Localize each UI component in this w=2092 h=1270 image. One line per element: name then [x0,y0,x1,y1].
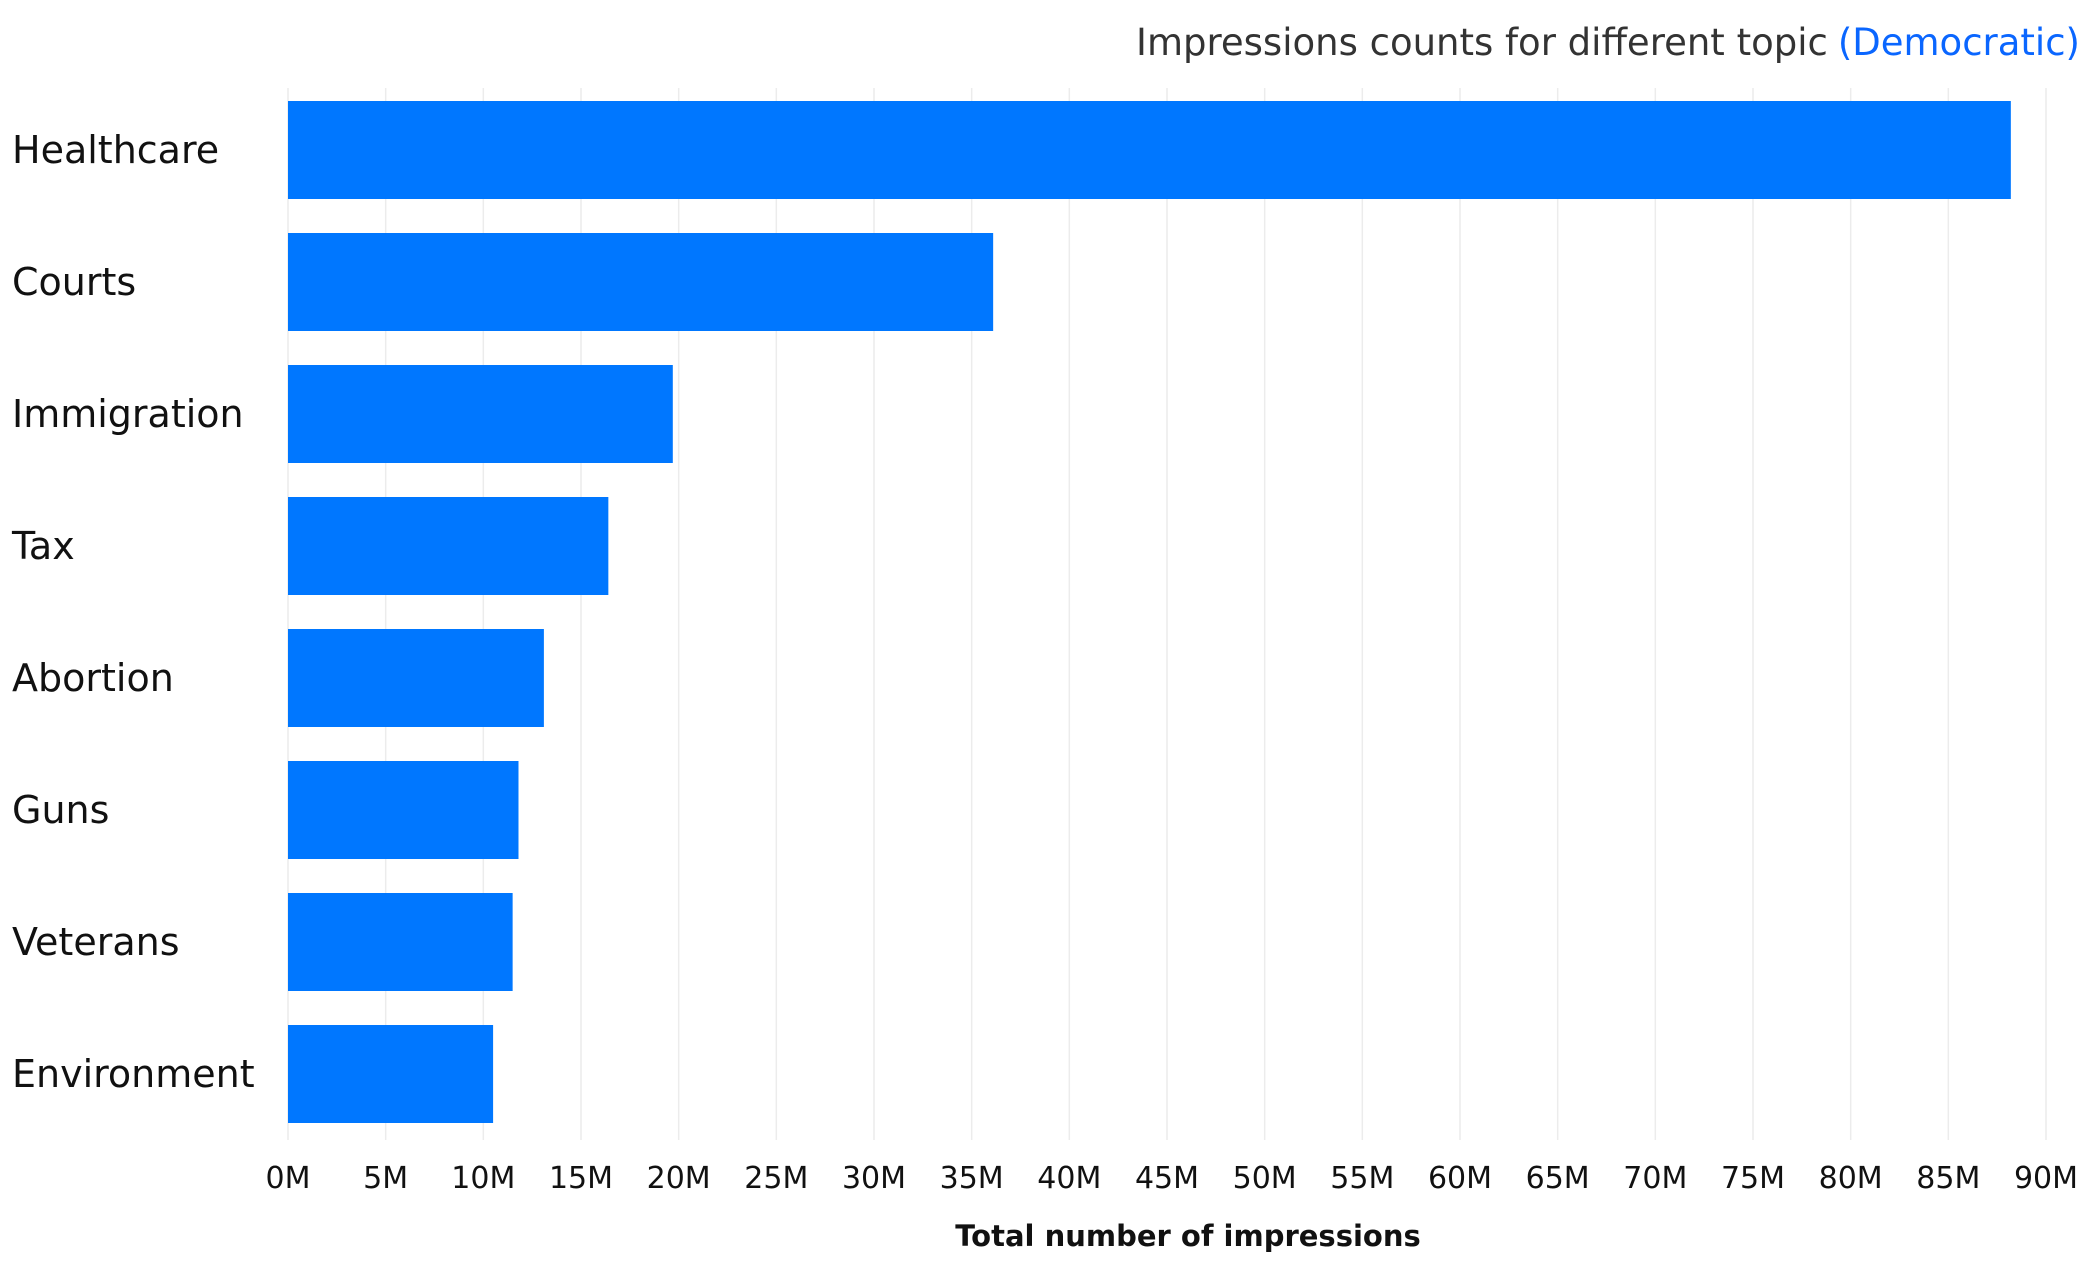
x-tick-label: 55M [1330,1161,1394,1196]
category-label-healthcare: Healthcare [12,128,219,172]
category-label-courts: Courts [12,260,136,304]
category-label-veterans: Veterans [12,920,180,964]
x-tick-label: 70M [1623,1161,1687,1196]
x-tick-label: 80M [1819,1161,1883,1196]
x-tick-label: 45M [1135,1161,1199,1196]
category-label-immigration: Immigration [12,392,244,436]
x-tick-label: 30M [842,1161,906,1196]
bar-healthcare [288,101,2011,199]
x-tick-label: 85M [1916,1161,1980,1196]
x-tick-label: 10M [451,1161,515,1196]
category-label-guns: Guns [12,788,109,832]
bar-environment [288,1025,494,1123]
x-tick-label: 0M [266,1161,311,1196]
category-label-environment: Environment [12,1052,255,1096]
x-tick-label: 90M [2014,1161,2078,1196]
x-tick-label: 35M [940,1161,1004,1196]
category-label-tax: Tax [11,524,75,568]
x-tick-label: 40M [1037,1161,1101,1196]
chart-title-main: Impressions counts for different topic [1136,21,1828,64]
x-tick-label: 50M [1233,1161,1297,1196]
bars [288,101,2011,1123]
bar-guns [288,761,519,859]
x-tick-label: 60M [1428,1161,1492,1196]
x-tick-label: 75M [1721,1161,1785,1196]
x-axis-title: Total number of impressions [955,1219,1420,1253]
bar-immigration [288,365,673,463]
x-axis-ticks: 0M 5M 10M 15M 20M 25M 30M 35M 40M 45M 50M 55M 60M 65M… [266,1161,2079,1196]
x-tick-label: 15M [549,1161,613,1196]
bar-tax [288,497,609,595]
bar-abortion [288,629,544,727]
bar-veterans [288,893,513,991]
x-tick-label: 25M [744,1161,808,1196]
chart-title: Impressions counts for different topic (D… [1136,21,2080,64]
x-tick-label: 20M [647,1161,711,1196]
chart-title-accent: (Democratic) [1838,21,2080,64]
bar-courts [288,233,994,331]
x-tick-label: 65M [1526,1161,1590,1196]
category-labels: Healthcare Courts Immigration Tax Abortion Gu… [11,128,255,1096]
x-tick-label: 5M [363,1161,408,1196]
category-label-abortion: Abortion [12,656,174,700]
